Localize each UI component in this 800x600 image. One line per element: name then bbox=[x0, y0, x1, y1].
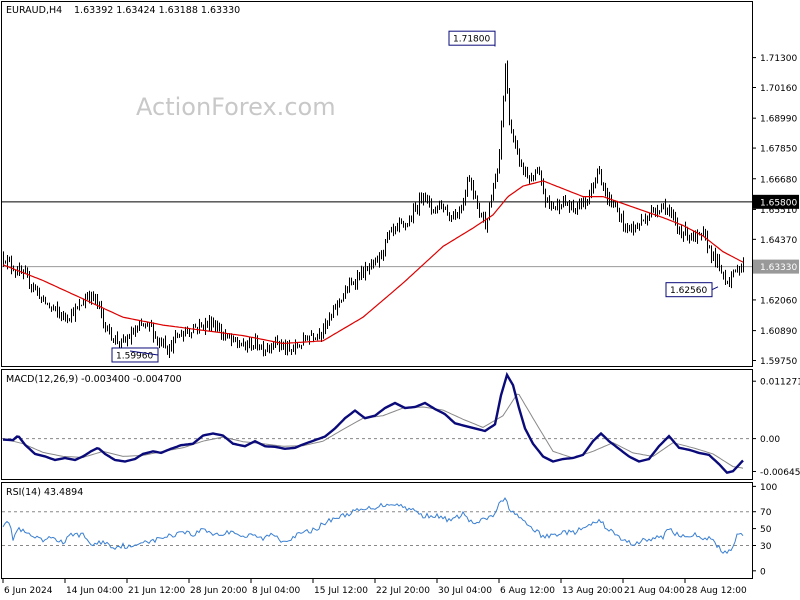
rsi-y-tick-label: 50 bbox=[760, 525, 772, 535]
macd-y-tick-label: -0.006453 bbox=[760, 468, 800, 478]
price-horizontal-lines: 1.65800 1.63330 bbox=[2, 194, 799, 274]
x-tick-label: 30 Jul 04:00 bbox=[438, 586, 492, 596]
price-y-tick-label: 1.64370 bbox=[760, 236, 797, 246]
macd-y-tick-label: 0.00 bbox=[760, 435, 780, 445]
moving-average bbox=[2, 180, 744, 345]
price-y-tick-label: 1.62060 bbox=[760, 296, 797, 306]
price-y-tick-label: 1.60890 bbox=[760, 327, 797, 337]
price-y-tick-label: 1.66680 bbox=[760, 175, 797, 185]
x-tick-label: 22 Jul 20:00 bbox=[376, 586, 430, 596]
price-annotation-label: 1.59960 bbox=[116, 351, 153, 361]
rsi-y-tick-label: 100 bbox=[760, 483, 777, 493]
price-annotation: 1.71800 bbox=[448, 30, 496, 47]
price-annotations: 1.59960 1.71800 1.62560 bbox=[111, 30, 719, 363]
x-tick-label: 28 Jun 20:00 bbox=[190, 586, 247, 596]
macd-line bbox=[2, 371, 744, 475]
rsi-label: RSI(14) 43.4894 bbox=[6, 487, 83, 498]
x-tick-label: 21 Aug 04:00 bbox=[624, 586, 685, 596]
x-tick-label: 8 Jul 04:00 bbox=[252, 586, 301, 596]
price-annotation-leader bbox=[711, 286, 719, 291]
price-y-axis: 1.71300 1.70160 1.68990 1.67850 1.66680 1.655… bbox=[752, 54, 797, 367]
price-y-tick-label: 1.70160 bbox=[760, 84, 797, 94]
price-header-ohlc: 1.63392 1.63424 1.63188 1.63330 bbox=[74, 5, 240, 16]
x-tick-label: 6 Jun 2024 bbox=[4, 586, 53, 596]
price-annotation-leader bbox=[129, 350, 159, 356]
price-bars bbox=[3, 60, 744, 358]
moving-average-line bbox=[2, 180, 744, 345]
rsi-panel bbox=[1, 482, 753, 579]
price-panel bbox=[1, 1, 753, 367]
rsi-line bbox=[2, 497, 744, 555]
rsi-y-axis: 100 70 50 30 0 bbox=[752, 483, 777, 577]
rsi-y-tick-label: 70 bbox=[760, 508, 772, 518]
price-level-tag-label: 1.65800 bbox=[760, 198, 797, 208]
price-annotation-label: 1.62560 bbox=[670, 286, 707, 296]
price-level-tag-label: 1.63330 bbox=[760, 263, 797, 273]
x-tick-label: 28 Aug 12:00 bbox=[686, 586, 747, 596]
rsi-lines bbox=[2, 497, 752, 555]
price-annotation: 1.62560 bbox=[665, 282, 719, 298]
price-y-tick-label: 1.59750 bbox=[760, 357, 797, 367]
x-tick-label: 6 Aug 12:00 bbox=[500, 586, 555, 596]
x-tick-label: 14 Jun 04:00 bbox=[66, 586, 123, 596]
macd-y-axis: 0.011271 0.00 -0.006453 bbox=[752, 378, 800, 478]
price-annotation-label: 1.71800 bbox=[453, 35, 490, 45]
macd-panel bbox=[1, 369, 753, 480]
rsi-y-tick-label: 0 bbox=[760, 567, 766, 577]
macd-label: MACD(12,26,9) -0.003400 -0.004700 bbox=[6, 374, 182, 385]
rsi-y-tick-label: 30 bbox=[760, 542, 772, 552]
time-x-axis: 6 Jun 2024 14 Jun 04:00 21 Jun 12:00 28 Jun… bbox=[2, 579, 747, 596]
macd-y-tick-label: 0.011271 bbox=[760, 378, 800, 388]
x-tick-label: 21 Jun 12:00 bbox=[128, 586, 185, 596]
price-y-tick-label: 1.65510 bbox=[760, 206, 797, 216]
x-tick-label: 15 Jul 12:00 bbox=[314, 586, 368, 596]
price-annotation: 1.59960 bbox=[111, 347, 159, 363]
price-level-tag bbox=[753, 194, 799, 209]
x-tick-label: 13 Aug 20:00 bbox=[562, 586, 623, 596]
price-y-tick-label: 1.67850 bbox=[760, 145, 797, 155]
macd-lines bbox=[2, 371, 752, 475]
price-y-tick-label: 1.68990 bbox=[760, 115, 797, 125]
price-y-tick-label: 1.71300 bbox=[760, 54, 797, 64]
watermark: ActionForex.com bbox=[136, 93, 336, 121]
price-header-symbol: EURAUD,H4 bbox=[6, 5, 62, 16]
price-level-tag bbox=[753, 259, 799, 274]
